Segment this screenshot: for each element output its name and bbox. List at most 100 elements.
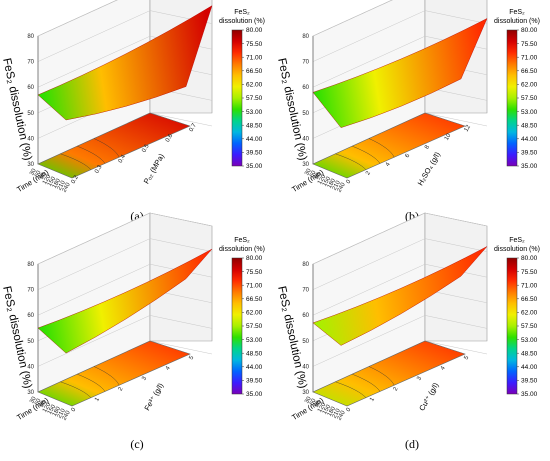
colorbar-tick-label: 66.50 [521, 68, 538, 75]
colorbar-tick-label: 75.50 [521, 269, 538, 276]
colorbar-tick-label: 75.50 [521, 41, 538, 48]
contour-line [77, 145, 106, 164]
colorbar-tick-label: 53.00 [521, 109, 538, 116]
z-gridline [37, 0, 118, 37]
y-axis-label: H₂SO₄ (g/l) [416, 150, 443, 187]
y-tick-label: 8 [424, 144, 431, 150]
z-gridline [37, 35, 151, 88]
x-tick-label: 210 [57, 179, 68, 191]
z-gridline [37, 315, 151, 367]
colorbar-tick-label: 80.00 [246, 27, 263, 34]
y-tick-label: 2 [365, 170, 372, 176]
x-tick-label: 60 [34, 169, 43, 178]
colorbar [231, 257, 243, 395]
floor-contour [312, 112, 466, 179]
z-tick-label: 50 [27, 339, 34, 345]
z-gridline [149, 112, 213, 127]
x-tick-label: 150 [322, 403, 333, 415]
colorbar-tick-label: 35.00 [246, 391, 263, 398]
colorbar-tick-label: 71.00 [521, 54, 538, 61]
y-tick-label: 10 [444, 132, 453, 141]
z-gridline [424, 238, 488, 252]
z-gridline [312, 263, 426, 316]
z-gridline [424, 315, 488, 329]
colorbar-tick-label: 35.00 [521, 163, 538, 170]
y-axis-label: Fe³⁺ (g/l) [142, 381, 165, 412]
y-tick-label: 1 [94, 396, 101, 402]
colorbar-title: dissolution (%) [494, 18, 540, 25]
x-tick-label: 60 [309, 397, 318, 406]
x-tick-label: 240 [337, 181, 348, 193]
colorbar-tick-label: 75.50 [246, 269, 263, 276]
z-gridline [424, 10, 488, 24]
response-surface [312, 246, 488, 346]
z-gridline [312, 35, 426, 88]
x-tick-label: 120 [42, 401, 53, 413]
y-tick-label: 3 [141, 375, 148, 381]
colorbar-tick-label: 48.50 [246, 350, 263, 357]
z-gridline [424, 340, 488, 355]
colorbar-tick-label: 39.50 [521, 378, 538, 385]
z-tick-label: 80 [302, 262, 309, 268]
z-tick-label: 70 [302, 60, 309, 66]
z-tick-label: 80 [27, 262, 34, 268]
z-tick-label: 60 [302, 313, 309, 319]
colorbar-tick-label: 75.50 [246, 41, 263, 48]
z-tick-label: 60 [302, 85, 309, 91]
x-tick-label: 120 [42, 173, 53, 185]
y-tick-label: 1 [369, 396, 376, 402]
z-tick-label: 70 [27, 60, 34, 66]
y-tick-label: 2 [393, 386, 400, 392]
colorbar-tick-label: 71.00 [521, 282, 538, 289]
z-gridline [149, 315, 213, 329]
x-tick-label: 240 [62, 181, 73, 193]
z-gridline [37, 212, 151, 265]
x-tick-label: 90 [314, 399, 323, 408]
z-gridline [149, 238, 213, 252]
colorbar-title: dissolution (%) [494, 246, 540, 253]
colorbar-title: FeS₂ [234, 9, 250, 16]
contour-line [335, 153, 367, 170]
colorbar [506, 29, 518, 167]
contour-line [77, 373, 106, 392]
colorbar-tick-label: 35.00 [521, 391, 538, 398]
colorbar-tick-label: 35.00 [246, 163, 263, 170]
colorbar-tick-label: 80.00 [521, 255, 538, 262]
z-tick-label: 30 [27, 390, 34, 396]
z-gridline [37, 238, 151, 290]
colorbar-tick-label: 39.50 [246, 378, 263, 385]
contour-line [60, 153, 92, 170]
x-tick-label: 150 [47, 175, 58, 187]
z-gridline [312, 212, 426, 265]
z-gridline [312, 0, 393, 37]
x-tick-label: 180 [52, 405, 63, 417]
colorbar-tick-label: 62.00 [521, 82, 538, 89]
z-tick-label: 80 [27, 34, 34, 40]
colorbar-tick-label: 57.50 [246, 95, 263, 102]
x-tick-label: 150 [47, 403, 58, 415]
contour-line [368, 138, 395, 158]
floor-contour [37, 112, 191, 179]
x-tick-label: 90 [314, 171, 323, 180]
x-tick-label: 210 [332, 407, 343, 419]
contour-line [352, 145, 381, 164]
y-tick-label: 0.5 [141, 143, 151, 154]
z-tick-label: 50 [27, 111, 34, 117]
x-tick-label: 90 [39, 399, 48, 408]
z-gridline [37, 10, 151, 62]
x-tick-label: 180 [327, 405, 338, 417]
x-tick-label: 240 [337, 409, 348, 421]
z-gridline [312, 315, 426, 367]
z-tick-label: 30 [302, 162, 309, 168]
colorbar-tick-label: 71.00 [246, 282, 263, 289]
z-gridline [37, 263, 151, 316]
z-tick-label: 80 [302, 34, 309, 40]
z-axis-label: FeS₂ dissolution (%) [0, 285, 33, 390]
z-tick-label: 70 [27, 288, 34, 294]
colorbar-tick-label: 62.00 [246, 82, 263, 89]
panel-label: (c) [130, 437, 143, 451]
